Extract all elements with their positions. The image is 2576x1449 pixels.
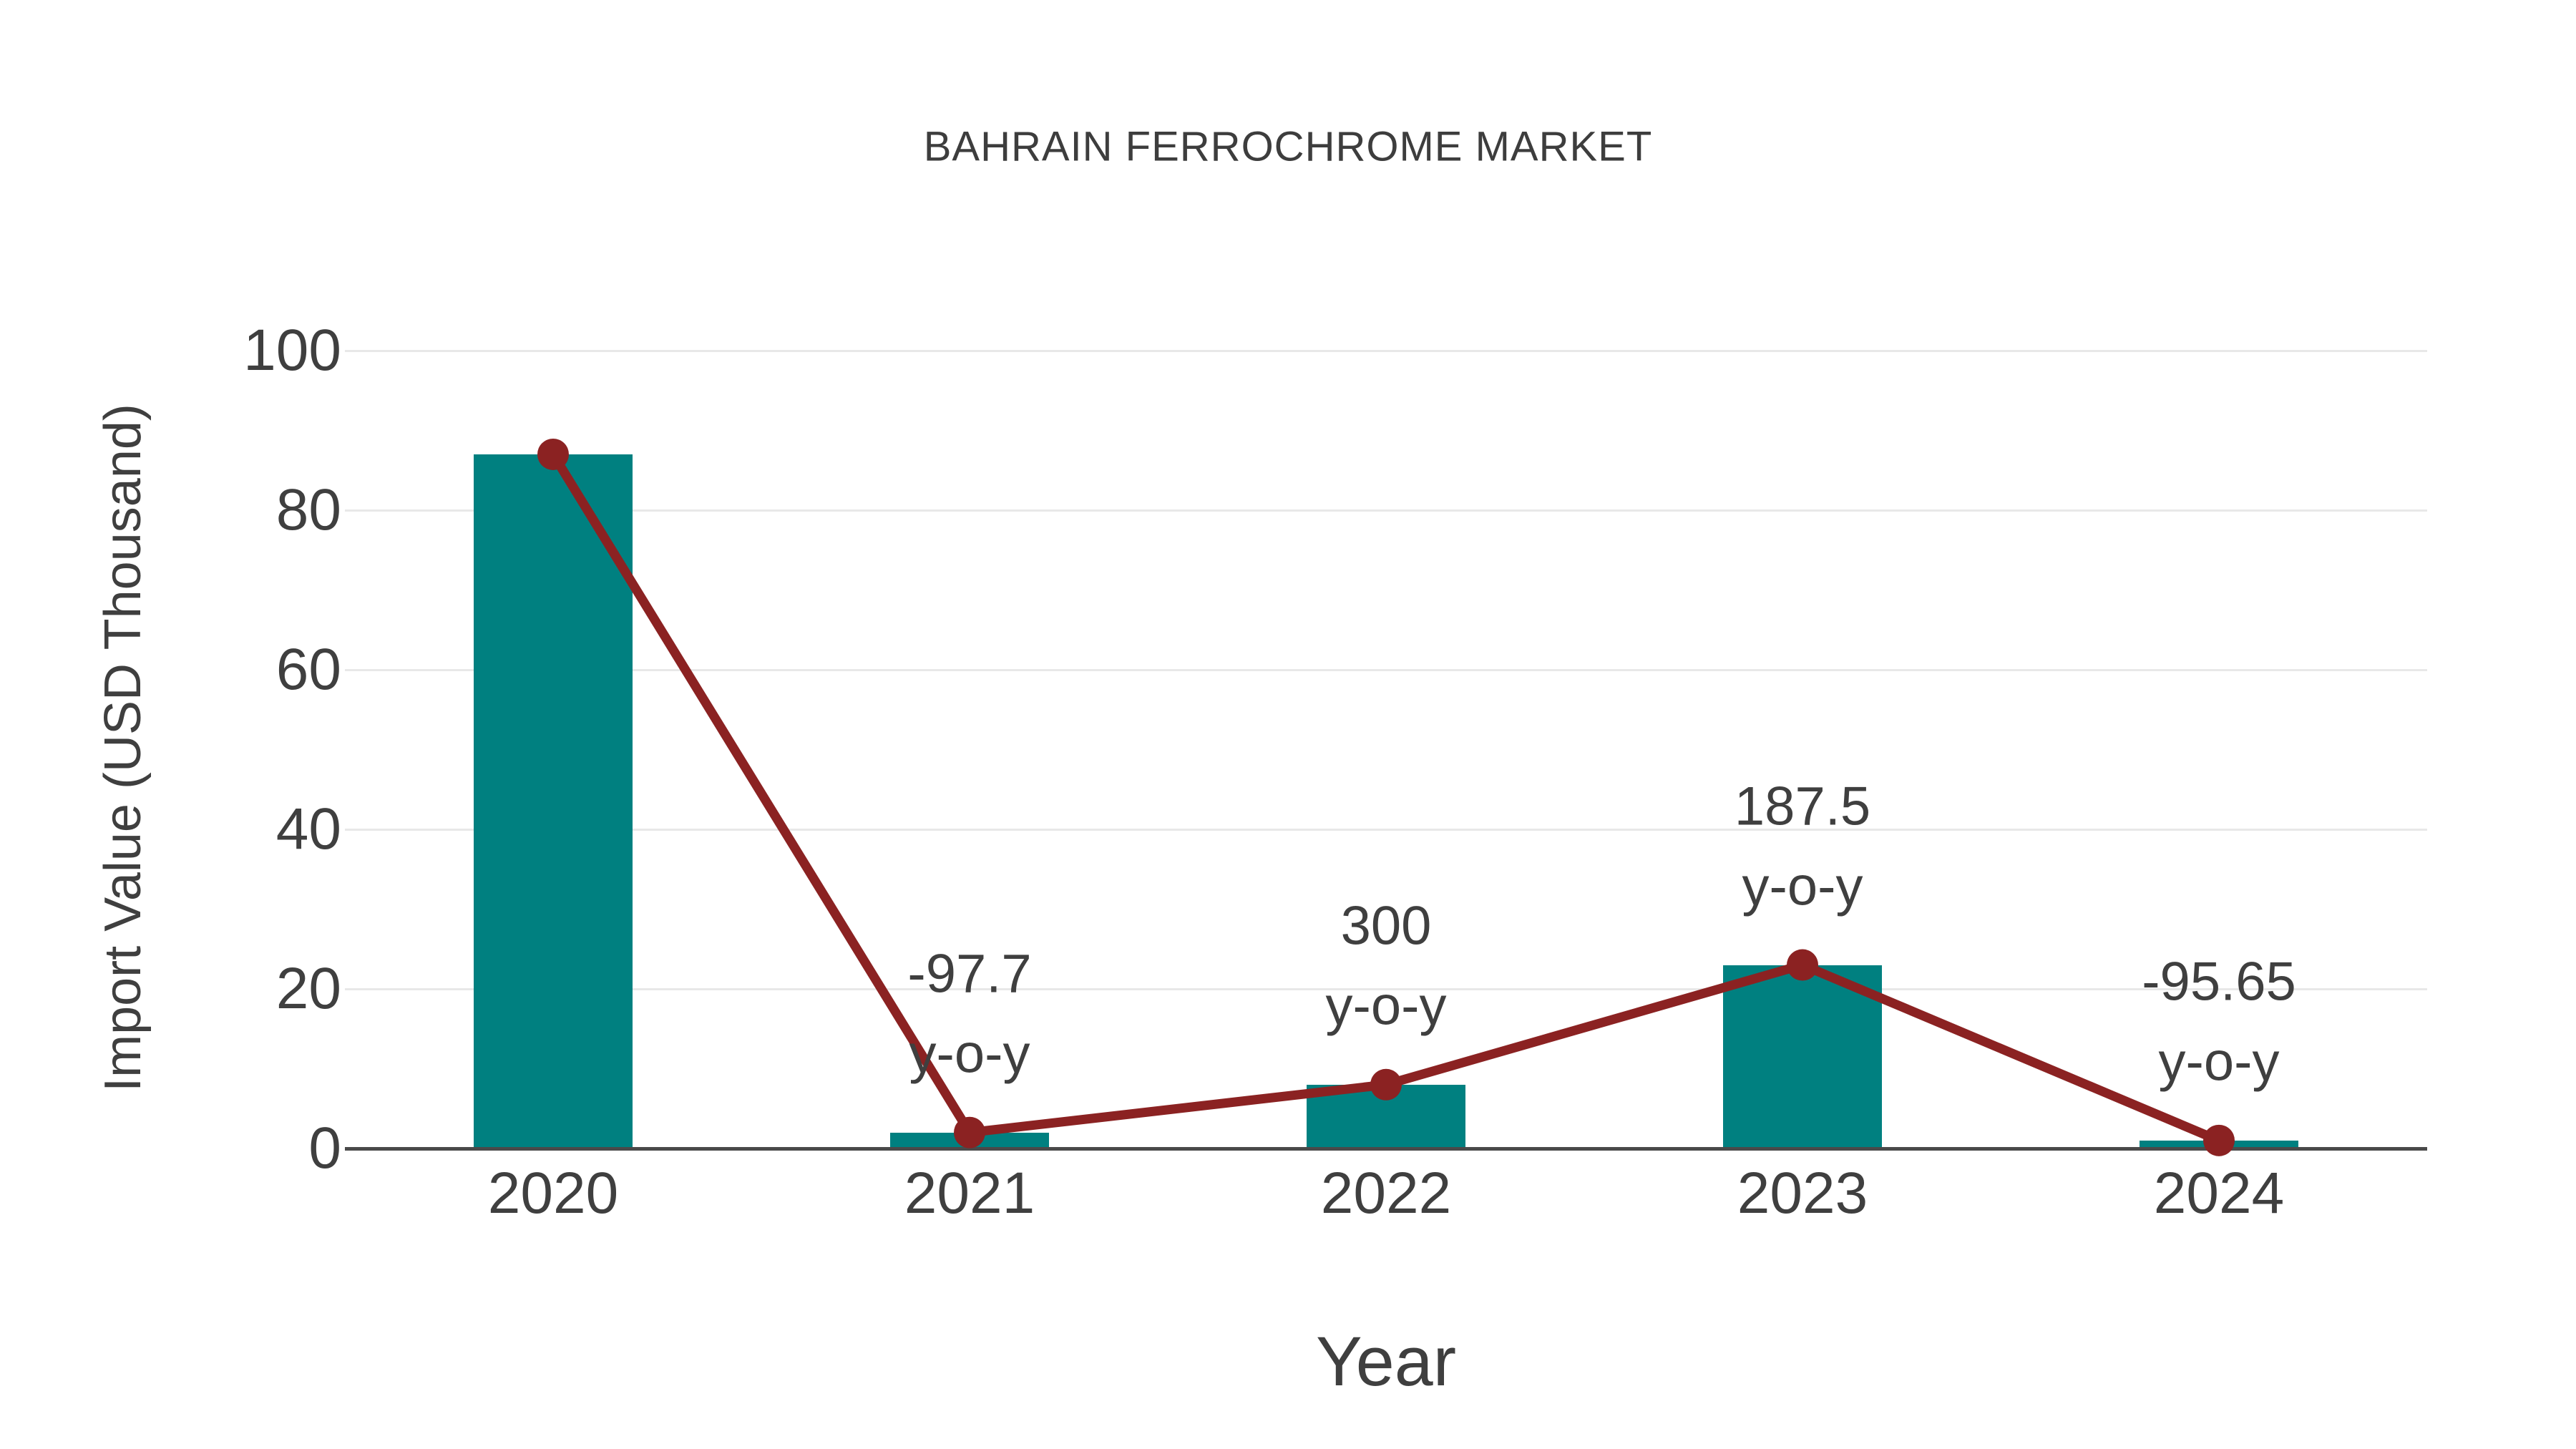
annotation-value-2024: -95.65 — [2142, 951, 2296, 1013]
x-axis-title: Year — [1316, 1322, 1456, 1400]
annotation-yoy-2024: y-o-y — [2158, 1031, 2280, 1093]
data-point-2022 — [1370, 1068, 1402, 1101]
trend-line — [549, 452, 2221, 1145]
annotation-value-2022: 300 — [1340, 895, 1432, 957]
data-point-2024 — [2203, 1124, 2235, 1156]
y-tick-label: 60 — [275, 637, 341, 702]
annotation-value-2023: 187.5 — [1734, 776, 1871, 837]
chart-title: BAHRAIN FERROCHROME MARKET — [923, 123, 1653, 170]
y-tick-label: 0 — [308, 1116, 341, 1181]
y-tick-label: 80 — [275, 477, 341, 542]
bar-2023 — [1723, 965, 1882, 1151]
x-tick-label-2021: 2021 — [904, 1161, 1035, 1226]
x-axis-line — [345, 1147, 2427, 1151]
x-tick-label-2020: 2020 — [487, 1161, 619, 1226]
y-tick-label: 40 — [275, 796, 341, 862]
annotation-value-2021: -97.7 — [907, 943, 1032, 1005]
data-point-2021 — [954, 1116, 985, 1148]
x-tick-label-2024: 2024 — [2153, 1161, 2285, 1226]
y-gridline — [345, 987, 2427, 990]
annotation-yoy-2023: y-o-y — [1742, 856, 1863, 917]
bar-2020 — [474, 454, 633, 1151]
y-tick-label: 20 — [275, 956, 341, 1021]
x-tick-label-2023: 2023 — [1737, 1161, 1868, 1226]
y-gridline — [345, 349, 2427, 352]
y-tick-label: 100 — [243, 318, 341, 383]
annotation-yoy-2021: y-o-y — [909, 1023, 1030, 1085]
annotation-yoy-2022: y-o-y — [1325, 975, 1447, 1037]
data-point-2020 — [537, 438, 569, 470]
data-point-2023 — [1787, 949, 1818, 981]
x-tick-label-2022: 2022 — [1320, 1161, 1452, 1226]
y-gridline — [345, 828, 2427, 831]
y-gridline — [345, 668, 2427, 671]
y-gridline — [345, 509, 2427, 512]
